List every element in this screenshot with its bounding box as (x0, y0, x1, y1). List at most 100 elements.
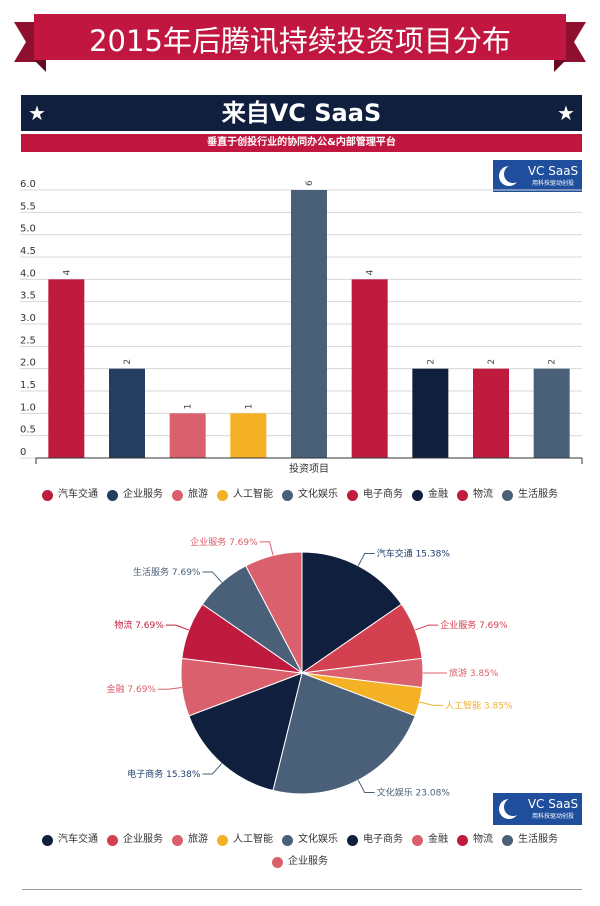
vc-saas-logo: VC SaaS 用科技驱动创投 (493, 793, 582, 825)
y-tick-label: 2.5 (20, 335, 36, 346)
source-bar (21, 95, 582, 131)
legend-label: 金融 (428, 834, 448, 845)
pie-slice-label: 企业服务 7.69% (190, 536, 258, 548)
legend-item[interactable]: 企业服务 (272, 855, 328, 869)
legend-item[interactable]: 电子商务 (347, 486, 403, 504)
banner-left-tail (14, 22, 40, 62)
pie-slice-label: 企业服务 7.69% (440, 619, 508, 631)
star-left-icon: ★ (28, 101, 46, 125)
crescent-logo-icon (499, 798, 521, 819)
legend-label: 汽车交通 (58, 489, 98, 500)
legend-swatch (502, 489, 513, 501)
legend-item[interactable]: 汽车交通 (42, 833, 98, 847)
vc-saas-logo: VC SaaS 用科技驱动创投 (493, 160, 582, 192)
legend-swatch (457, 489, 468, 501)
legend-swatch (347, 489, 358, 501)
legend-label: 企业服务 (288, 856, 328, 867)
banner-left-fold (34, 60, 46, 72)
logo-name: VC SaaS (527, 164, 579, 178)
legend-item[interactable]: 人工智能 (217, 486, 273, 504)
legend-swatch (282, 834, 293, 846)
legend-swatch (107, 834, 118, 846)
pie-leader-line (414, 624, 439, 631)
legend-swatch (172, 489, 183, 501)
source-subtitle: 垂直于创投行业的协同办公&内部管理平台 (21, 134, 582, 152)
pie-leader-line (419, 701, 444, 706)
legend-item[interactable]: 人工智能 (217, 833, 273, 847)
bar-legend: 汽车交通 企业服务 旅游 人工智能 文化娱乐 电子商务 金融 物流 生活服务 (0, 486, 600, 504)
legend-item[interactable]: 金融 (412, 486, 448, 504)
y-tick-label: 4.0 (20, 268, 36, 279)
pie-slice-label: 物流 7.69% (114, 619, 164, 631)
legend-item[interactable]: 文化娱乐 (282, 486, 338, 504)
page-title: 2015年后腾讯持续投资项目分布 (89, 24, 511, 58)
legend-label: 企业服务 (123, 489, 163, 500)
bar (230, 413, 267, 458)
pie-leader-line (259, 541, 274, 556)
pie-leader-line (357, 552, 375, 567)
legend-item[interactable]: 企业服务 (107, 833, 163, 847)
bottom-divider (22, 889, 582, 890)
legend-label: 电子商务 (363, 834, 403, 845)
legend-swatch (107, 489, 118, 501)
legend-swatch (457, 834, 468, 846)
legend-label: 物流 (473, 489, 493, 500)
y-tick-label: 0.5 (20, 425, 36, 436)
legend-label: 文化娱乐 (298, 834, 338, 845)
bar-value-label: 4 (62, 269, 72, 275)
banner-right-fold (554, 60, 566, 72)
y-tick-label: 6.0 (20, 179, 36, 190)
pie-slice (301, 551, 403, 674)
pie-legend: 汽车交通 企业服务 旅游 人工智能 文化娱乐 电子商务 金融 物流 生活服务 企业服务 (20, 833, 580, 869)
legend-item[interactable]: 文化娱乐 (282, 833, 338, 847)
y-tick-label: 5.0 (20, 224, 36, 235)
bar (412, 368, 449, 458)
pie-slice-label: 文化娱乐 23.08% (377, 787, 451, 799)
legend-swatch (42, 489, 53, 501)
bar-value-label: 2 (426, 359, 436, 365)
legend-label: 物流 (473, 834, 493, 845)
legend-item[interactable]: 生活服务 (502, 833, 558, 847)
legend-item[interactable]: 汽车交通 (42, 486, 98, 504)
legend-swatch (282, 489, 293, 501)
pie-slice-label: 金融 7.69% (107, 683, 157, 695)
legend-label: 生活服务 (518, 834, 558, 845)
legend-swatch (272, 856, 283, 868)
y-tick-label: 3.0 (20, 313, 36, 324)
legend-label: 人工智能 (233, 489, 273, 500)
legend-item[interactable]: 电子商务 (347, 833, 403, 847)
pie-chart: 汽车交通 15.38% 企业服务 7.69% 旅游 3.85% 人工智能 3.85% 文… (107, 536, 513, 799)
y-tick-label: 0 (20, 447, 26, 458)
pie-slice (245, 551, 303, 674)
y-tick-label: 3.5 (20, 291, 36, 302)
pie-slice-label: 汽车交通 15.38% (377, 547, 451, 559)
legend-swatch (347, 834, 358, 846)
legend-item[interactable]: 物流 (457, 486, 493, 504)
legend-item[interactable]: 金融 (412, 833, 448, 847)
x-axis-label: 投资项目 (289, 462, 329, 475)
legend-label: 旅游 (188, 489, 208, 500)
legend-item[interactable]: 企业服务 (107, 486, 163, 504)
y-tick-label: 4.5 (20, 246, 36, 257)
y-tick-label: 5.5 (20, 201, 36, 212)
legend-item[interactable]: 物流 (457, 833, 493, 847)
y-tick-label: 1.5 (20, 380, 36, 391)
legend-swatch (217, 834, 228, 846)
pie-leader-line (357, 779, 375, 794)
pie-slice-label: 生活服务 7.69% (133, 566, 201, 578)
legend-swatch (412, 834, 423, 846)
bar (473, 368, 509, 458)
bar-value-label: 1 (184, 404, 194, 410)
legend-item[interactable]: 旅游 (172, 833, 208, 847)
pie-leader-line (157, 687, 182, 690)
y-tick-label: 1.0 (20, 402, 36, 413)
legend-item[interactable]: 旅游 (172, 486, 208, 504)
legend-label: 企业服务 (123, 834, 163, 845)
bar-value-label: 2 (123, 359, 133, 365)
legend-item[interactable]: 生活服务 (502, 486, 558, 504)
bar-value-label: 1 (244, 404, 254, 410)
legend-label: 生活服务 (518, 489, 558, 500)
legend-label: 旅游 (188, 834, 208, 845)
logo-tagline: 用科技驱动创投 (531, 813, 574, 820)
logo-name: VC SaaS (527, 797, 579, 811)
